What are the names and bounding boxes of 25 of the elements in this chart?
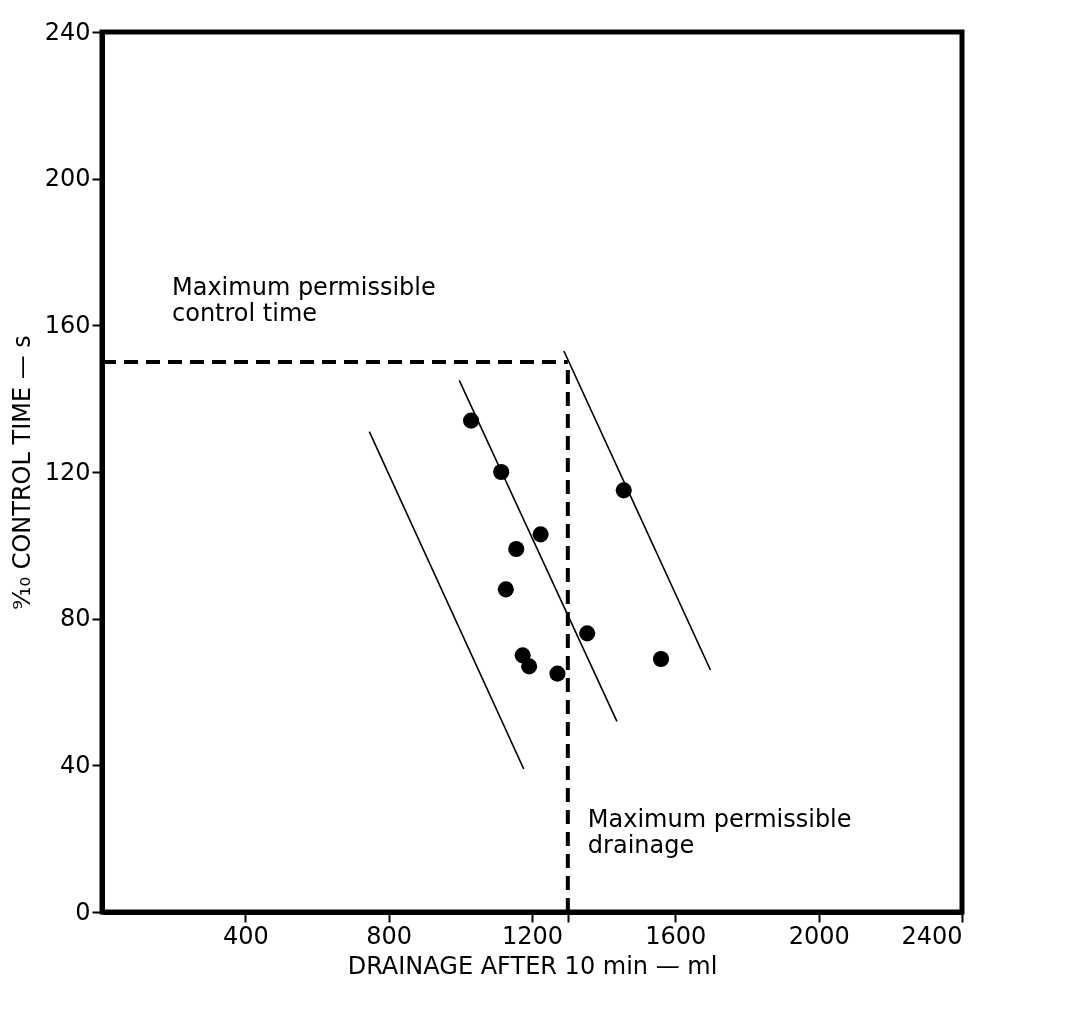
y-tick-label: 120	[44, 457, 91, 486]
y-tick-label: 0	[75, 897, 91, 926]
point	[579, 625, 596, 642]
point	[497, 581, 514, 598]
y-tick-label: 80	[59, 604, 91, 633]
point	[549, 665, 566, 682]
y-tick-label: 40	[59, 750, 91, 779]
point	[463, 412, 480, 429]
x-tick-label: 2000	[788, 921, 850, 950]
y-tick-label: 160	[44, 310, 91, 339]
y-tick-label: 240	[44, 17, 91, 46]
x-tick-label: 2400	[901, 921, 963, 950]
x-tick-label: 1600	[645, 921, 707, 950]
x-tick-label: 800	[366, 921, 413, 950]
point	[652, 650, 670, 668]
y-tick-label: 200	[44, 164, 91, 193]
x-tick-label: 400	[222, 921, 269, 950]
x-axis-title: DRAINAGE AFTER 10 min — ml	[347, 951, 718, 980]
point	[521, 658, 538, 675]
ref-line-label: Maximum permissible drainage	[587, 805, 852, 859]
point	[508, 540, 525, 558]
point	[532, 526, 549, 543]
x-tick-label: 1200	[501, 921, 564, 950]
y-axis-title: ⁹⁄₁₀ CONTROL TIME — s	[7, 335, 36, 610]
ref-line-label: Maximum permissible control time	[172, 273, 436, 327]
